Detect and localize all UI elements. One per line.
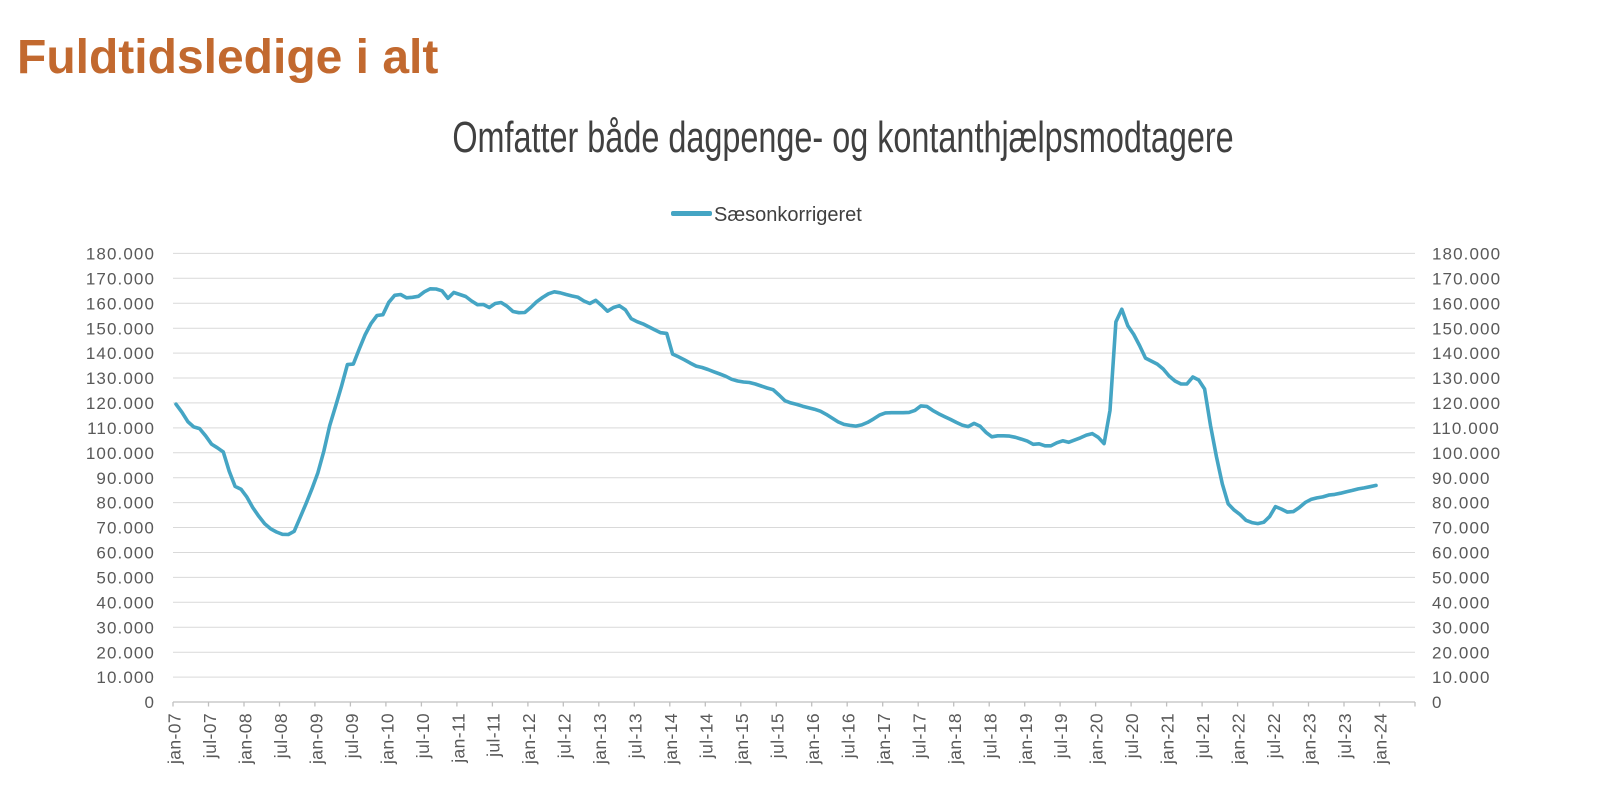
svg-text:jul-21: jul-21 (1193, 713, 1213, 759)
svg-text:jan-16: jan-16 (803, 713, 823, 765)
svg-text:130.000: 130.000 (1432, 369, 1501, 388)
svg-text:jul-14: jul-14 (697, 713, 717, 759)
svg-text:jan-21: jan-21 (1158, 713, 1178, 765)
svg-text:150.000: 150.000 (86, 319, 155, 338)
svg-text:jan-14: jan-14 (661, 713, 681, 765)
svg-text:0: 0 (1432, 693, 1443, 712)
svg-text:10.000: 10.000 (1432, 668, 1491, 687)
svg-text:jan-13: jan-13 (590, 713, 610, 765)
svg-text:140.000: 140.000 (1432, 344, 1501, 363)
svg-text:jul-16: jul-16 (838, 713, 858, 759)
svg-text:60.000: 60.000 (96, 544, 155, 563)
svg-text:110.000: 110.000 (1432, 419, 1500, 438)
svg-text:60.000: 60.000 (1432, 544, 1491, 563)
svg-text:jan-17: jan-17 (874, 713, 894, 765)
svg-text:jul-08: jul-08 (271, 713, 291, 759)
svg-text:jan-20: jan-20 (1087, 713, 1107, 765)
svg-text:jan-19: jan-19 (1016, 713, 1036, 765)
svg-text:jul-17: jul-17 (909, 713, 929, 759)
svg-text:jul-10: jul-10 (413, 713, 433, 759)
svg-text:jan-15: jan-15 (732, 713, 752, 765)
svg-text:jul-19: jul-19 (1051, 713, 1071, 759)
svg-text:170.000: 170.000 (1432, 269, 1501, 288)
svg-text:40.000: 40.000 (1432, 593, 1491, 612)
svg-text:100.000: 100.000 (86, 444, 155, 463)
svg-text:160.000: 160.000 (1432, 294, 1501, 313)
svg-text:170.000: 170.000 (86, 269, 155, 288)
svg-text:jan-07: jan-07 (165, 713, 185, 765)
svg-text:180.000: 180.000 (1432, 245, 1501, 264)
svg-text:90.000: 90.000 (1432, 469, 1491, 488)
svg-text:120.000: 120.000 (1432, 394, 1501, 413)
svg-text:jan-09: jan-09 (306, 713, 326, 765)
svg-text:110.000: 110.000 (87, 419, 155, 438)
svg-text:70.000: 70.000 (1432, 519, 1491, 538)
svg-text:jan-18: jan-18 (945, 713, 965, 765)
svg-text:jul-22: jul-22 (1264, 713, 1284, 759)
svg-text:80.000: 80.000 (96, 494, 155, 513)
svg-text:80.000: 80.000 (1432, 494, 1491, 513)
svg-text:jan-08: jan-08 (235, 713, 255, 765)
svg-text:jan-11: jan-11 (448, 713, 468, 764)
svg-text:150.000: 150.000 (1432, 319, 1501, 338)
svg-text:130.000: 130.000 (86, 369, 155, 388)
svg-text:180.000: 180.000 (86, 245, 155, 264)
svg-text:90.000: 90.000 (96, 469, 155, 488)
svg-text:120.000: 120.000 (86, 394, 155, 413)
svg-text:jul-18: jul-18 (980, 713, 1000, 759)
svg-text:40.000: 40.000 (96, 593, 155, 612)
svg-text:jul-07: jul-07 (200, 713, 220, 759)
svg-text:jan-24: jan-24 (1370, 713, 1390, 765)
svg-text:10.000: 10.000 (96, 668, 155, 687)
svg-text:jan-22: jan-22 (1229, 713, 1249, 765)
svg-text:jan-12: jan-12 (519, 713, 539, 765)
svg-text:jul-11: jul-11 (484, 713, 504, 758)
svg-text:jul-12: jul-12 (555, 713, 575, 759)
svg-text:jul-23: jul-23 (1335, 713, 1355, 759)
svg-text:jul-13: jul-13 (626, 713, 646, 759)
svg-text:50.000: 50.000 (1432, 569, 1491, 588)
svg-text:70.000: 70.000 (96, 519, 155, 538)
svg-text:20.000: 20.000 (96, 643, 155, 662)
svg-text:160.000: 160.000 (86, 294, 155, 313)
svg-text:jul-20: jul-20 (1122, 713, 1142, 759)
svg-text:20.000: 20.000 (1432, 643, 1491, 662)
svg-text:30.000: 30.000 (96, 618, 155, 637)
svg-text:100.000: 100.000 (1432, 444, 1501, 463)
svg-text:50.000: 50.000 (96, 569, 155, 588)
svg-text:jan-23: jan-23 (1300, 713, 1320, 765)
svg-text:jan-10: jan-10 (377, 713, 397, 765)
svg-text:30.000: 30.000 (1432, 618, 1491, 637)
svg-text:0: 0 (144, 693, 155, 712)
svg-text:jul-09: jul-09 (342, 713, 362, 759)
svg-text:140.000: 140.000 (86, 344, 155, 363)
svg-text:jul-15: jul-15 (768, 713, 788, 759)
